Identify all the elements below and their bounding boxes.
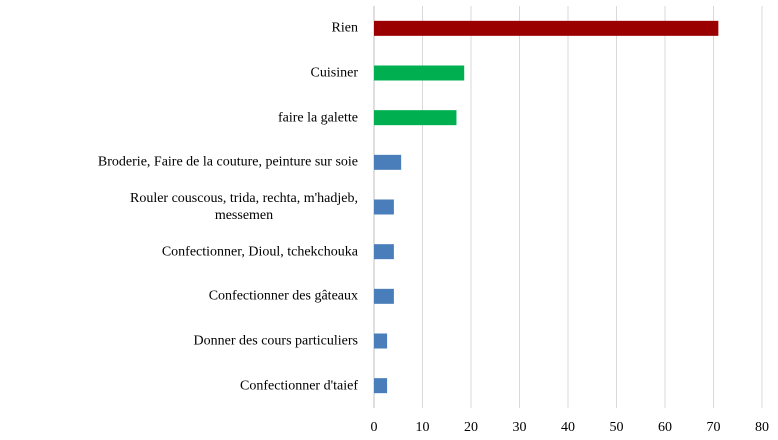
x-tick-label: 0 bbox=[371, 420, 378, 435]
x-tick-label: 20 bbox=[464, 420, 478, 435]
y-tick-label: faire la galette bbox=[277, 110, 358, 126]
x-tick-label: 80 bbox=[755, 420, 769, 435]
y-tick-label: Donner des cours particuliers bbox=[193, 333, 358, 349]
y-tick-label: Confectionner, Dioul, tchekchouka bbox=[161, 244, 358, 260]
bar bbox=[374, 20, 719, 36]
bar bbox=[374, 378, 388, 394]
bar bbox=[374, 199, 394, 215]
y-tick-label: Confectionner d'taief bbox=[240, 378, 358, 394]
bar bbox=[374, 244, 394, 260]
bar bbox=[374, 154, 402, 170]
x-tick-label: 30 bbox=[513, 420, 527, 435]
x-tick-label: 10 bbox=[416, 420, 430, 435]
y-tick-label: Confectionner des gâteaux bbox=[208, 288, 358, 304]
bar bbox=[374, 65, 465, 81]
y-tick-label: Broderie, Faire de la couture, peinture … bbox=[97, 154, 358, 170]
x-tick-label: 50 bbox=[610, 420, 624, 435]
bar bbox=[374, 333, 388, 349]
bar bbox=[374, 288, 394, 304]
x-tick-label: 60 bbox=[658, 420, 672, 435]
x-tick-label: 40 bbox=[561, 420, 575, 435]
y-tick-label: Rouler couscous, trida, rechta, m'hadjeb… bbox=[129, 191, 358, 223]
y-tick-label: Rien bbox=[331, 20, 358, 36]
x-tick-label: 70 bbox=[707, 420, 721, 435]
y-tick-label: Cuisiner bbox=[310, 65, 358, 81]
bar bbox=[374, 110, 457, 126]
